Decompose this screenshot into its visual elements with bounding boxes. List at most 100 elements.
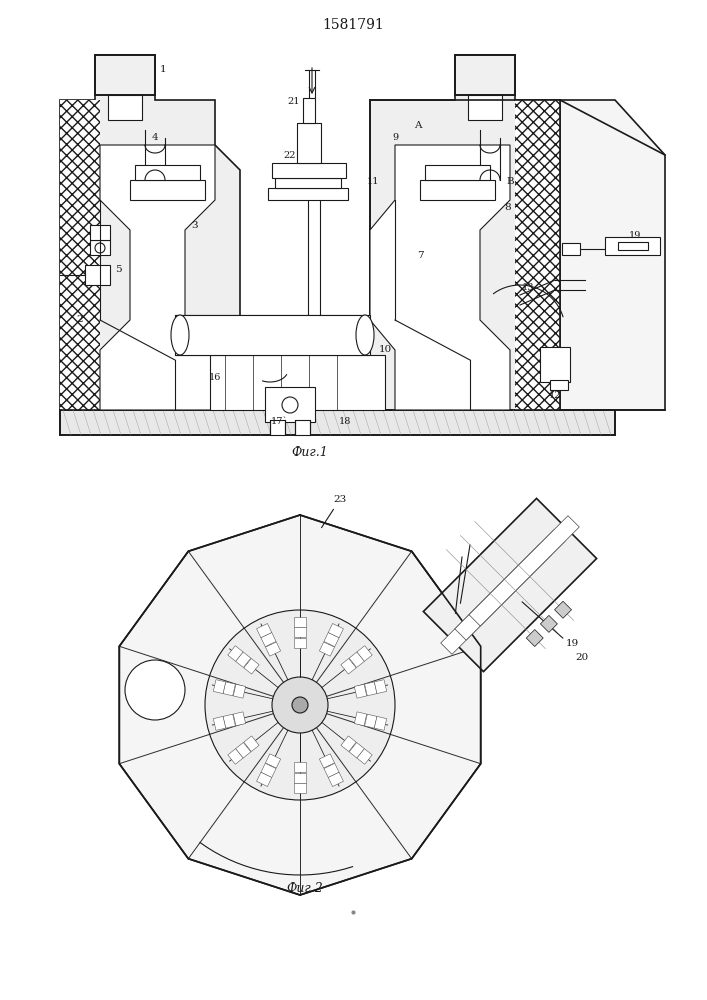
Text: 9: 9 — [392, 133, 398, 142]
Bar — [135, 165, 200, 180]
Bar — [295, 420, 310, 435]
Polygon shape — [228, 749, 243, 764]
Bar — [272, 163, 346, 178]
Text: 17`: 17` — [271, 418, 288, 426]
Text: Фиг.1: Фиг.1 — [291, 446, 328, 458]
Bar — [108, 95, 142, 120]
Polygon shape — [554, 601, 571, 618]
Text: 12: 12 — [549, 390, 561, 399]
Polygon shape — [261, 763, 276, 778]
Polygon shape — [354, 712, 367, 726]
Polygon shape — [223, 682, 235, 696]
Polygon shape — [365, 682, 377, 696]
Polygon shape — [455, 530, 565, 640]
Polygon shape — [119, 515, 481, 895]
Polygon shape — [341, 658, 356, 674]
Bar — [210, 355, 385, 410]
Polygon shape — [324, 632, 339, 647]
Polygon shape — [294, 773, 306, 783]
Text: 22: 22 — [284, 150, 296, 159]
Polygon shape — [261, 632, 276, 647]
Text: 19: 19 — [629, 231, 641, 239]
Polygon shape — [370, 55, 560, 410]
Polygon shape — [100, 145, 215, 410]
Polygon shape — [374, 716, 387, 730]
Circle shape — [292, 697, 308, 713]
Polygon shape — [320, 754, 334, 768]
Bar — [265, 387, 315, 422]
Polygon shape — [370, 145, 510, 410]
Text: A: A — [414, 120, 422, 129]
Polygon shape — [440, 544, 551, 654]
Polygon shape — [357, 749, 372, 764]
Text: 1: 1 — [160, 66, 166, 75]
Bar — [270, 420, 285, 435]
Text: 5: 5 — [115, 265, 122, 274]
Bar — [420, 180, 495, 200]
Bar — [562, 243, 580, 255]
Polygon shape — [374, 680, 387, 694]
Polygon shape — [214, 680, 226, 694]
Text: 4: 4 — [152, 133, 158, 142]
Polygon shape — [214, 716, 226, 730]
Ellipse shape — [171, 315, 189, 355]
Polygon shape — [233, 712, 245, 726]
Polygon shape — [349, 652, 364, 668]
Polygon shape — [320, 642, 334, 656]
Polygon shape — [294, 638, 306, 648]
Polygon shape — [235, 652, 251, 668]
Polygon shape — [324, 763, 339, 778]
Text: 20: 20 — [575, 652, 589, 662]
Polygon shape — [294, 627, 306, 637]
Text: B: B — [506, 178, 514, 186]
Circle shape — [205, 610, 395, 800]
Polygon shape — [560, 100, 665, 410]
Polygon shape — [540, 615, 557, 632]
Text: Фиг.2: Фиг.2 — [286, 882, 323, 894]
Bar — [297, 123, 321, 163]
Polygon shape — [423, 498, 597, 672]
Polygon shape — [341, 736, 356, 752]
Polygon shape — [294, 762, 306, 772]
Bar — [60, 410, 615, 435]
Polygon shape — [266, 754, 281, 768]
Bar — [275, 178, 341, 188]
Text: 3: 3 — [192, 221, 198, 230]
Bar — [90, 225, 110, 240]
Bar — [605, 237, 660, 255]
Bar — [268, 188, 348, 200]
Ellipse shape — [356, 315, 374, 355]
Bar — [95, 55, 155, 95]
Polygon shape — [233, 684, 245, 698]
Text: 1581791: 1581791 — [322, 18, 384, 32]
Polygon shape — [223, 714, 235, 728]
Text: 11: 11 — [367, 178, 379, 186]
Polygon shape — [328, 772, 344, 786]
Text: 13: 13 — [522, 284, 534, 292]
Bar — [130, 180, 205, 200]
Text: 18: 18 — [339, 418, 351, 426]
Text: 2: 2 — [76, 316, 83, 324]
Bar — [618, 242, 648, 250]
Polygon shape — [365, 714, 377, 728]
Bar — [515, 100, 560, 410]
Polygon shape — [257, 624, 271, 638]
Polygon shape — [60, 55, 240, 410]
Bar — [425, 165, 490, 180]
Text: 19: 19 — [566, 639, 578, 648]
Bar — [455, 55, 515, 95]
Polygon shape — [294, 783, 306, 793]
Polygon shape — [349, 742, 364, 758]
Text: 16: 16 — [209, 372, 221, 381]
Polygon shape — [228, 646, 243, 661]
Text: 21: 21 — [288, 98, 300, 106]
Bar — [455, 55, 515, 95]
Polygon shape — [244, 736, 259, 752]
Text: 7: 7 — [416, 250, 423, 259]
Polygon shape — [526, 630, 543, 647]
Polygon shape — [235, 742, 251, 758]
Bar — [90, 240, 110, 255]
Bar — [95, 55, 155, 95]
Bar — [468, 95, 502, 120]
Polygon shape — [354, 684, 367, 698]
